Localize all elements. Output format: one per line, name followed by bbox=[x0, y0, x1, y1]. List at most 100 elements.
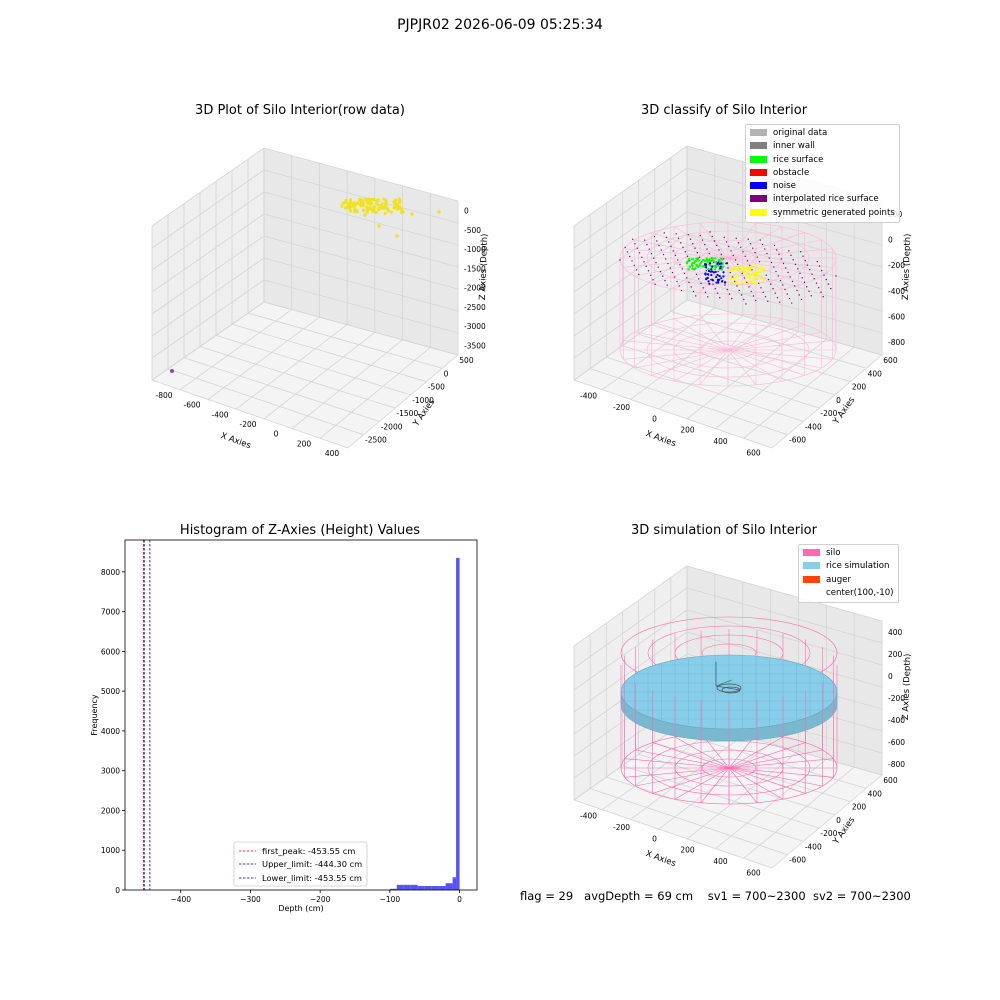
grid-line bbox=[771, 354, 883, 449]
symmetric-point bbox=[760, 266, 764, 270]
symmetric-point bbox=[762, 278, 766, 282]
grid-line bbox=[151, 213, 265, 293]
noise-point bbox=[704, 264, 707, 267]
noise-point bbox=[718, 274, 721, 278]
grid-line bbox=[686, 675, 883, 732]
raw-data-point bbox=[347, 206, 352, 210]
interpolated-point bbox=[758, 260, 761, 263]
interpolated-point bbox=[704, 291, 707, 294]
y-tick-label: 3000 bbox=[101, 767, 120, 776]
silo-spoke-line bbox=[727, 340, 833, 351]
raw-data-point bbox=[371, 198, 376, 202]
interpolated-point bbox=[703, 265, 705, 267]
interpolated-point bbox=[654, 283, 656, 285]
interpolated-point bbox=[770, 283, 772, 285]
grid-line bbox=[247, 312, 443, 369]
interpolated-point bbox=[720, 253, 722, 256]
legend-swatch bbox=[750, 142, 767, 150]
interpolated-point bbox=[669, 267, 671, 269]
interpolated-point bbox=[784, 288, 786, 291]
y-tick-label: 0 bbox=[115, 886, 120, 895]
plot1-xlabel: X Axies bbox=[219, 431, 252, 451]
interpolated-point bbox=[728, 293, 731, 295]
symmetric-point bbox=[748, 276, 752, 279]
interpolated-point bbox=[674, 276, 676, 278]
silo-spoke-line bbox=[727, 239, 822, 259]
raw-data-point bbox=[396, 206, 400, 210]
y-tick-label: 0 bbox=[836, 816, 841, 825]
interpolated-point bbox=[800, 298, 803, 301]
interpolated-point bbox=[773, 266, 775, 268]
noise-point bbox=[719, 265, 722, 268]
raw-data-point bbox=[370, 201, 374, 206]
grid-line bbox=[686, 751, 799, 840]
noise-point bbox=[718, 262, 721, 266]
interpolated-point bbox=[820, 291, 822, 293]
rice-surface-point bbox=[703, 259, 707, 262]
raw-data-point bbox=[368, 202, 373, 206]
plot1-ylabel: Y Axies bbox=[411, 397, 438, 429]
raw-data-point bbox=[349, 201, 353, 205]
raw-data-point bbox=[351, 204, 355, 208]
symmetric-point bbox=[759, 277, 763, 280]
interpolated-point bbox=[754, 251, 756, 254]
grid-line bbox=[263, 257, 459, 312]
rice-surface-point bbox=[687, 259, 690, 263]
plot1-zlabel: Z Axies (Depth) bbox=[478, 233, 490, 300]
raw-data-point bbox=[370, 197, 374, 202]
grid-line bbox=[743, 766, 855, 859]
interpolated-point bbox=[731, 276, 734, 278]
silo-top-ring bbox=[701, 643, 757, 663]
noise-point bbox=[711, 265, 714, 268]
rice-surface-point bbox=[702, 258, 705, 262]
symmetric-point bbox=[731, 268, 734, 272]
grid-line bbox=[263, 147, 459, 202]
raw-data-point bbox=[367, 198, 371, 203]
raw-data-point bbox=[340, 204, 344, 208]
y-tick-label: -1000 bbox=[412, 396, 434, 405]
raw-data-point bbox=[398, 198, 402, 203]
raw-data-point bbox=[394, 198, 398, 202]
silo-spoke-line bbox=[727, 257, 757, 293]
silo-top-ring bbox=[646, 230, 810, 286]
grid-line bbox=[654, 322, 851, 382]
raw-data-point bbox=[361, 200, 365, 205]
interpolated-point bbox=[708, 252, 710, 255]
noise-point bbox=[715, 281, 718, 284]
interpolated-point bbox=[706, 248, 708, 250]
plot2-ylabel: Y Axies bbox=[831, 395, 858, 427]
grid-line bbox=[151, 191, 265, 271]
interpolated-point bbox=[732, 254, 734, 257]
interpolated-point bbox=[768, 257, 770, 259]
raw-data-point bbox=[348, 209, 353, 213]
interpolated-point bbox=[749, 242, 752, 245]
raw-data-point bbox=[410, 212, 414, 216]
interpolated-point bbox=[734, 259, 737, 261]
z-tick-label: -1000 bbox=[464, 245, 486, 254]
interpolated-point bbox=[701, 261, 703, 263]
rice-surface-point bbox=[703, 265, 706, 269]
interpolated-point bbox=[772, 287, 774, 290]
grid-line bbox=[215, 335, 411, 396]
interpolated-point bbox=[693, 269, 695, 271]
plot2-xlabel: X Axies bbox=[644, 429, 677, 449]
grid-line bbox=[263, 331, 376, 420]
raw-data-point bbox=[352, 203, 357, 208]
rice-surface-point bbox=[717, 258, 721, 262]
interpolated-point bbox=[761, 243, 764, 246]
grid-line bbox=[602, 307, 716, 391]
y-tick-label: 5000 bbox=[101, 687, 120, 696]
rice-surface-point bbox=[709, 268, 712, 271]
interpolated-point bbox=[667, 262, 669, 265]
noise-point bbox=[705, 278, 708, 281]
silo-spoke-line bbox=[727, 232, 805, 259]
interpolated-point bbox=[727, 267, 729, 269]
raw-data-point bbox=[397, 199, 401, 203]
x-tick-label: -400 bbox=[580, 392, 597, 401]
noise-point bbox=[710, 268, 713, 271]
rice-surface-point bbox=[718, 265, 722, 268]
rice-surface-point bbox=[719, 257, 723, 260]
interpolated-point bbox=[680, 242, 682, 244]
interpolated-point bbox=[647, 270, 650, 272]
symmetric-point bbox=[754, 281, 757, 285]
